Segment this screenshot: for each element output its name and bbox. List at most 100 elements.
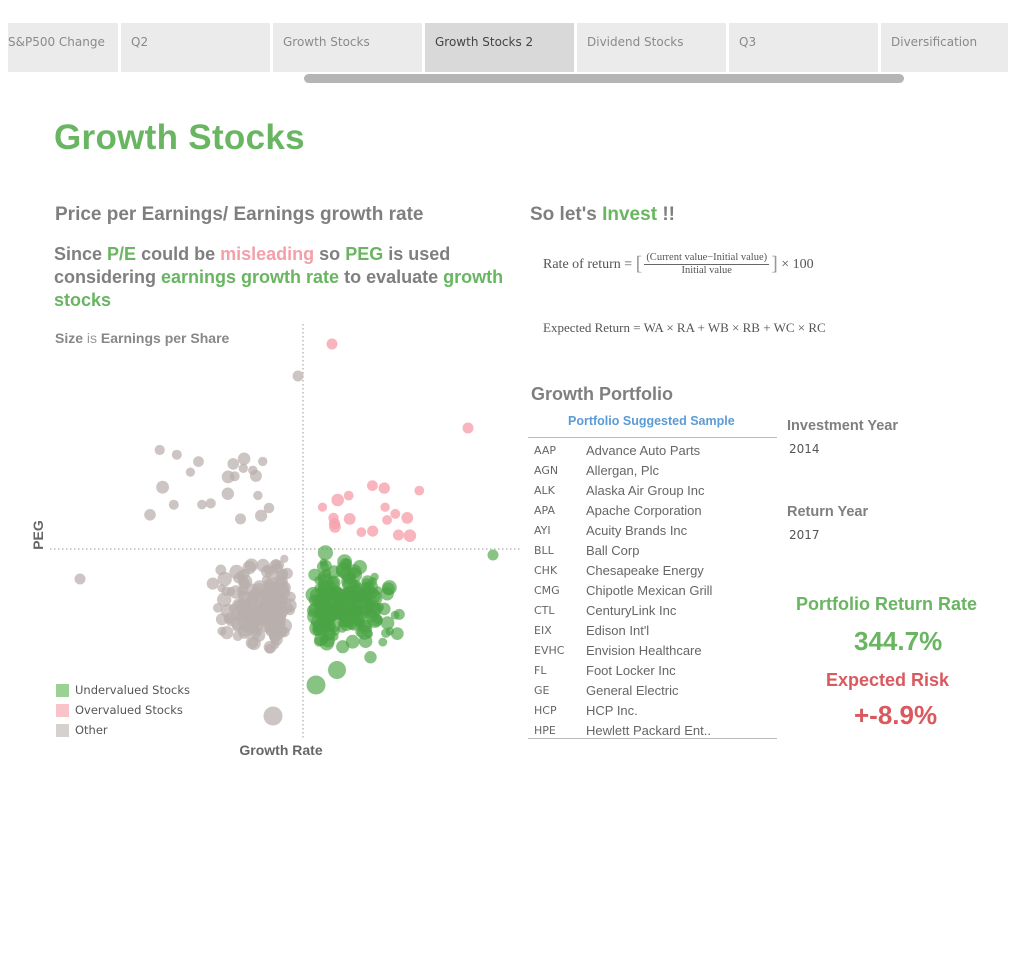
table-row[interactable]: CHK Chesapeake Energy [534, 560, 779, 580]
stock-symbol: HCP [534, 703, 557, 717]
return-year-value[interactable]: 2017 [789, 528, 820, 542]
peg-scatter-plot[interactable]: PEG Growth Rate [30, 320, 530, 770]
tab-sp500-change[interactable]: S&P500 Change [8, 23, 118, 72]
scatter-point-other [232, 631, 243, 642]
scatter-point-undervalued [357, 619, 373, 635]
scatter-point-undervalued [327, 580, 336, 589]
scatter-point-undervalued [345, 634, 360, 649]
table-row[interactable]: GE General Electric [534, 680, 779, 700]
scatter-point-other [221, 586, 231, 596]
tab-diversification[interactable]: Diversification [881, 23, 1008, 72]
expected-risk-label: Expected Risk [826, 670, 950, 690]
stock-symbol: BLL [534, 543, 554, 557]
scatter-point-undervalued [393, 608, 405, 620]
table-row[interactable]: BLL Ball Corp [534, 540, 779, 560]
portfolio-return-value: 344.7% [854, 626, 943, 656]
company-name: Chesapeake Energy [586, 562, 704, 578]
stock-symbol: EIX [534, 623, 552, 637]
scatter-point-overvalued [382, 515, 392, 525]
company-name: Allergan, Plc [586, 462, 659, 478]
scatter-point-other [269, 559, 281, 571]
scatter-point-other [238, 597, 247, 606]
scatter-point-undervalued [318, 572, 327, 581]
table-row[interactable]: EIX Edison Int'l [534, 620, 779, 640]
scatter-point-overvalued [392, 529, 404, 541]
table-row[interactable]: CMG Chipotle Mexican Grill [534, 580, 779, 600]
scatter-point-undervalued [381, 628, 391, 638]
scatter-point-undervalued [378, 602, 391, 616]
scatter-point-other [171, 449, 182, 460]
scatter-point-undervalued [378, 637, 388, 647]
scatter-point-other [244, 558, 259, 572]
scatter-point-other [235, 513, 246, 525]
scatter-point-undervalued [346, 610, 361, 624]
x-axis-label: Growth Rate [239, 742, 322, 758]
table-row[interactable]: HCP HCP Inc. [534, 700, 779, 720]
tab-dividend-stocks[interactable]: Dividend Stocks [577, 23, 726, 72]
tab-q3[interactable]: Q3 [729, 23, 878, 72]
company-name: Ball Corp [586, 542, 640, 558]
company-name: Envision Healthcare [586, 642, 702, 658]
scatter-point-other [272, 602, 285, 615]
table-row[interactable]: AAP Advance Auto Parts [534, 440, 779, 460]
scatter-point-other [263, 502, 275, 514]
invest-title: So let's Invest !! [530, 204, 675, 225]
size-note: Size is Earnings per Share [55, 330, 230, 346]
stock-symbol: CMG [534, 583, 560, 597]
stock-symbol: HPE [534, 723, 556, 737]
legend-item-other[interactable]: Other [56, 720, 190, 740]
stock-symbol: EVHC [534, 643, 565, 657]
table-row[interactable]: HPE Hewlett Packard Ent.. [534, 720, 779, 740]
investment-year-value[interactable]: 2014 [789, 442, 820, 456]
table-row[interactable]: CTL CenturyLink Inc [534, 600, 779, 620]
scatter-point-overvalued [331, 493, 345, 507]
investment-year-label: Investment Year [787, 418, 898, 434]
table-row[interactable]: FL Foot Locker Inc [534, 660, 779, 680]
scatter-point-overvalued [317, 502, 328, 512]
table-row[interactable]: APA Apache Corporation [534, 500, 779, 520]
growth-portfolio-title: Growth Portfolio [531, 384, 673, 404]
table-row[interactable]: AGN Allergan, Plc [534, 460, 779, 480]
scatter-point-undervalued [315, 599, 331, 615]
portfolio-table: AAP Advance Auto Parts AGN Allergan, Plc ALK… [534, 440, 779, 740]
scatter-point-other [229, 471, 240, 482]
scatter-point-overvalued [378, 482, 390, 494]
scatter-point-other [193, 456, 204, 467]
scatter-point-undervalued [328, 661, 346, 679]
scatter-point-other [258, 456, 268, 467]
scatter-point-other [220, 626, 234, 640]
scatter-point-other [221, 487, 234, 500]
scatter-point-undervalued [312, 626, 322, 635]
scatter-point-other [281, 567, 293, 580]
legend-item-undervalued[interactable]: Undervalued Stocks [56, 680, 190, 700]
stock-symbol: ALK [534, 483, 555, 497]
scatter-point-overvalued [343, 513, 356, 525]
scatter-point-undervalued [341, 592, 356, 607]
scatter-point-other [259, 589, 269, 598]
legend-item-overvalued[interactable]: Overvalued Stocks [56, 700, 190, 720]
scatter-point-undervalued [487, 549, 499, 561]
table-row[interactable]: AYI Acuity Brands Inc [534, 520, 779, 540]
scatter-point-overvalued [401, 512, 414, 524]
peg-explanation: Since P/E could be misleading so PEG is … [54, 244, 504, 310]
table-bottom-divider [528, 738, 777, 739]
tab-scrollbar[interactable] [304, 74, 904, 83]
tab-growth-stocks-2[interactable]: Growth Stocks 2 [425, 23, 574, 72]
scatter-point-overvalued [329, 521, 341, 533]
table-row[interactable]: ALK Alaska Air Group Inc [534, 480, 779, 500]
scatter-point-other [263, 706, 283, 726]
scatter-point-other [253, 490, 263, 501]
company-name: Hewlett Packard Ent.. [586, 722, 711, 738]
legend-swatch [56, 723, 69, 737]
tab-q2[interactable]: Q2 [121, 23, 270, 72]
tab-growth-stocks[interactable]: Growth Stocks [273, 23, 422, 72]
table-row[interactable]: EVHC Envision Healthcare [534, 640, 779, 660]
rate-of-return-formula: Rate of return = [ (Current value−Initia… [543, 252, 814, 276]
company-name: CenturyLink Inc [586, 602, 677, 618]
company-name: Advance Auto Parts [586, 442, 701, 458]
company-name: General Electric [586, 682, 679, 698]
scatter-point-undervalued [317, 545, 333, 561]
peg-section-title: Price per Earnings/ Earnings growth rate [55, 204, 424, 225]
scatter-point-other [260, 614, 275, 628]
scatter-point-other [249, 469, 262, 482]
